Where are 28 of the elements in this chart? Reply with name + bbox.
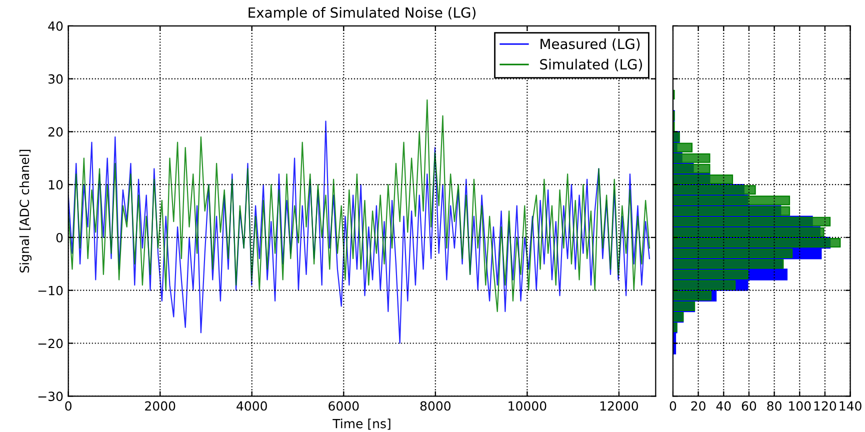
x-tick-label: 100 [789,401,811,411]
y-axis-title: Signal [ADC chanel] [19,150,32,272]
x-tick-label: 80 [767,401,782,411]
x-tick-label: 6000 [328,401,359,411]
x-tick-label: 2000 [145,401,176,411]
chart-title: Example of Simulated Noise (LG) [248,7,476,20]
y-tick-label: 0 [56,232,63,242]
y-tick-label: 20 [48,127,63,137]
x-tick-label: 140 [840,401,862,411]
x-tick-label: 4000 [236,401,267,411]
legend-label: Simulated (LG) [540,58,642,72]
legend-label: Measured (LG) [540,38,640,51]
y-tick-label: −10 [38,286,63,296]
x-tick-label: 10000 [508,401,546,411]
x-tick-label: 20 [691,401,706,411]
x-tick-label: 12000 [600,401,638,411]
x-tick-label: 0 [65,401,72,411]
x-tick-label: 60 [742,401,756,411]
y-tick-label: 40 [48,21,63,31]
y-tick-label: −30 [38,392,63,402]
x-tick-label: 120 [814,401,836,411]
x-tick-label: 0 [670,401,676,411]
y-tick-label: 30 [48,74,63,84]
x-tick-label: 8000 [420,401,450,411]
y-tick-label: 10 [48,180,63,190]
y-tick-label: −20 [38,338,63,348]
x-axis-title: Time [ns] [332,418,390,430]
x-tick-label: 40 [716,401,731,411]
